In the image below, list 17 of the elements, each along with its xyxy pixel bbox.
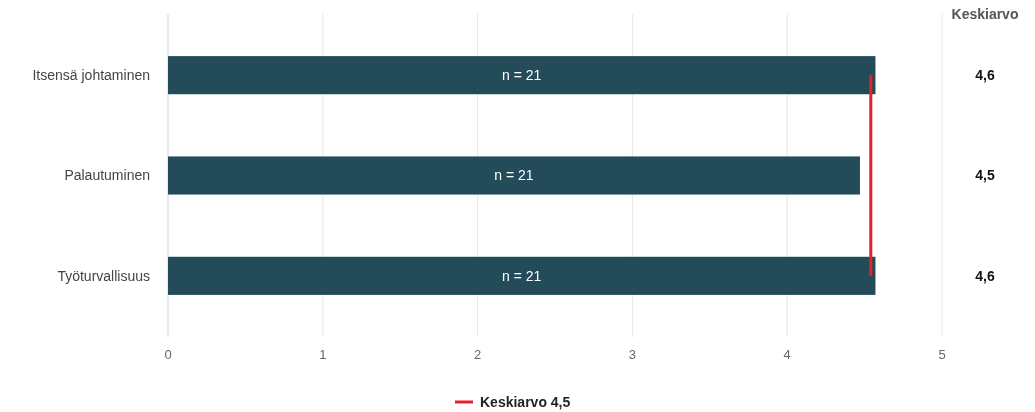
x-tick-label: 1 <box>319 347 327 362</box>
y-tick-label: Työturvallisuus <box>57 267 150 284</box>
x-tick-label: 5 <box>938 347 946 362</box>
data-label: 4,5 <box>975 167 995 184</box>
y-tick-label: Palautuminen <box>64 167 150 184</box>
x-tick-label: 3 <box>628 347 637 362</box>
annotation: n = 21 <box>502 67 542 84</box>
x-tick-label: 4 <box>783 347 791 362</box>
x-tick-label: 0 <box>164 347 172 362</box>
annotation: n = 21 <box>502 267 542 284</box>
y-tick-label: Itsensä johtaminen <box>32 67 150 84</box>
data-label: 4,6 <box>975 67 995 84</box>
data-label: 4,6 <box>975 267 995 284</box>
legend-label: Keskiarvo 4,5 <box>480 393 571 410</box>
annotation: n = 21 <box>494 167 534 184</box>
text: Keskiarvo <box>951 6 1019 22</box>
x-tick-label: 2 <box>473 347 482 362</box>
